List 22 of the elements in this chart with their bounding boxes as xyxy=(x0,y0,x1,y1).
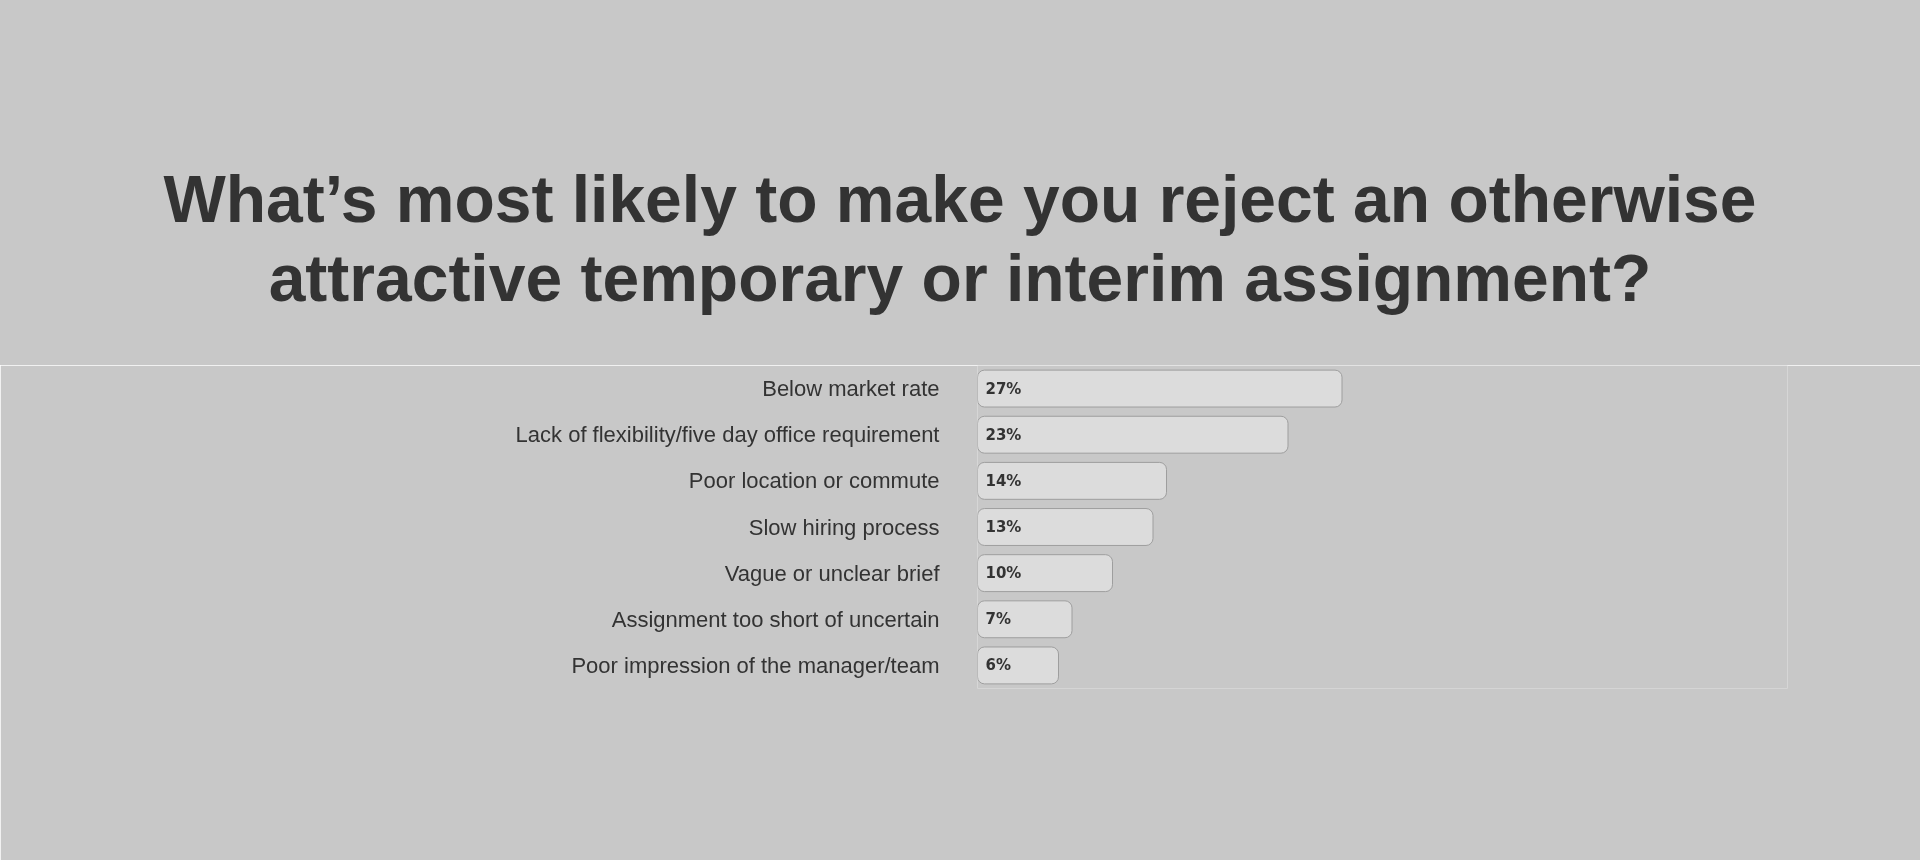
bar xyxy=(977,508,1154,546)
y-tick-label: Slow hiring process xyxy=(748,514,940,540)
y-tick-label: Poor impression of the manager/team xyxy=(571,652,940,678)
y-tick-label: Lack of flexibility/five day office requirement xyxy=(515,422,940,448)
bar xyxy=(977,369,1343,408)
data-label: 6% xyxy=(985,656,1011,675)
bar xyxy=(977,554,1113,593)
y-tick-label: Poor location or commute xyxy=(688,468,940,494)
y-tick-label: Assignment too short of uncertain xyxy=(611,606,940,632)
data-label: 10% xyxy=(985,564,1022,583)
data-label: 27% xyxy=(985,379,1022,398)
data-label: 14% xyxy=(985,471,1022,490)
data-label: 23% xyxy=(985,425,1022,444)
y-tick-label: Vague or unclear brief xyxy=(724,560,941,586)
data-label: 13% xyxy=(985,518,1022,536)
bar xyxy=(977,600,1073,639)
y-tick-label: Below market rate xyxy=(762,376,940,402)
bar xyxy=(977,461,1167,500)
data-label: 7% xyxy=(985,610,1011,629)
bar xyxy=(977,415,1289,454)
chart-title: What’s most likely to make you reject an otherwise attractive temporary or interim assignment? xyxy=(163,161,1757,318)
bar xyxy=(977,646,1059,685)
